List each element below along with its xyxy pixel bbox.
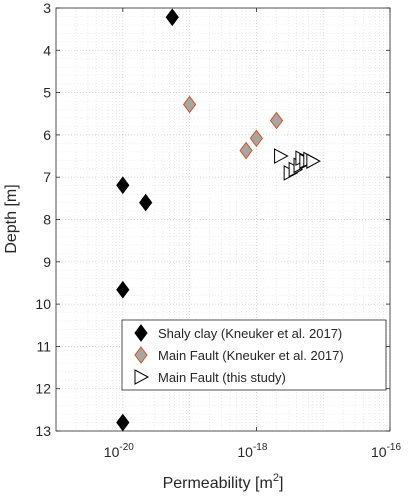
legend-label: Main Fault (this study)	[158, 370, 286, 385]
x-axis-label: Permeability [m2]	[163, 472, 284, 492]
legend-marker-triangle-right	[134, 369, 150, 385]
data-point-diamond	[116, 176, 130, 195]
data-point-diamond	[249, 129, 264, 148]
legend-label: Main Fault (Kneuker et al. 2017)	[158, 348, 344, 363]
legend-marker-diamond	[134, 324, 148, 342]
y-tick-label: 10	[35, 296, 51, 312]
data-point-diamond	[239, 141, 253, 160]
data-point-diamond	[116, 413, 130, 432]
data-point-diamond	[139, 193, 153, 212]
y-tick-label: 6	[43, 127, 51, 143]
axis-ticks: 3 4 5 6 7 8 9 10 11 12 13 10-20 10-18 10-16	[35, 0, 401, 460]
x-axis-label-main: Permeability [m	[163, 475, 273, 492]
y-axis-label: Depth [m]	[3, 184, 20, 253]
data-point-diamond	[116, 280, 130, 299]
y-tick-label: 13	[35, 423, 51, 439]
legend: Shaly clay (Kneuker et al. 2017) Main Fau…	[121, 319, 387, 391]
legend-marker-diamond	[134, 346, 148, 364]
data-markers	[116, 8, 321, 432]
x-tick-label: 10-16	[371, 442, 401, 460]
x-axis-label-end: ]	[279, 475, 283, 492]
legend-box	[121, 319, 387, 391]
y-tick-label: 3	[43, 0, 51, 16]
data-point-diamond	[269, 111, 284, 130]
data-point-triangle-right	[306, 153, 321, 169]
y-tick-label: 9	[43, 254, 51, 270]
data-point-triangle-right	[274, 148, 289, 164]
y-tick-label: 8	[43, 212, 51, 228]
data-point-diamond	[182, 95, 197, 114]
x-tick-label: 10-20	[104, 442, 134, 460]
x-axis-label-superscript: 2	[273, 472, 279, 484]
legend-label: Shaly clay (Kneuker et al. 2017)	[158, 326, 342, 341]
data-point-diamond	[165, 8, 179, 27]
y-tick-label: 5	[43, 85, 51, 101]
y-tick-label: 4	[43, 42, 51, 58]
y-tick-label: 7	[43, 169, 51, 185]
y-tick-label: 12	[35, 381, 51, 397]
y-tick-label: 11	[36, 338, 51, 354]
x-tick-label: 10-18	[237, 442, 267, 460]
